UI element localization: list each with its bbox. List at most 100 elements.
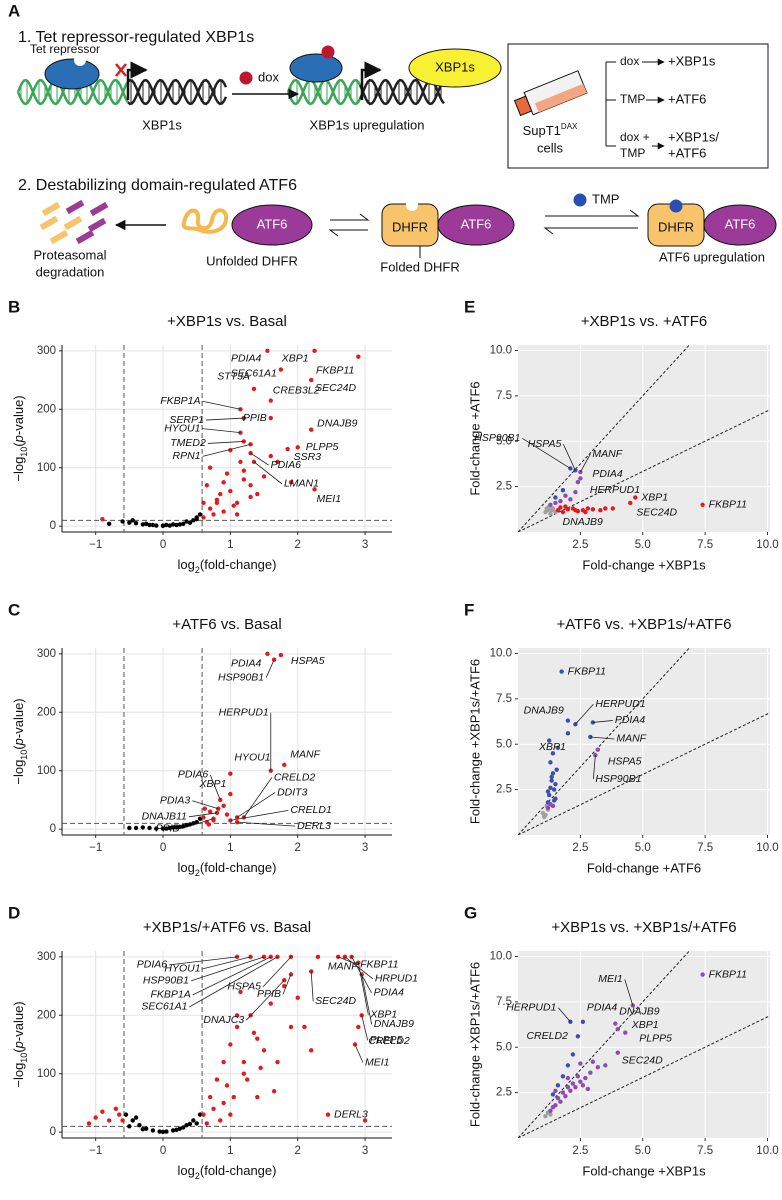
point-label: SEC24D xyxy=(315,382,356,394)
point xyxy=(218,1118,223,1123)
point-label: SSR3 xyxy=(294,451,322,463)
point xyxy=(553,1088,558,1093)
leader-line xyxy=(580,453,591,473)
point xyxy=(265,651,270,657)
point xyxy=(174,522,179,528)
point xyxy=(184,822,189,828)
point-label: SEC61A1 xyxy=(141,1001,187,1013)
leader-line xyxy=(558,1007,571,1023)
point xyxy=(325,1112,331,1117)
point xyxy=(255,1036,260,1041)
reference-line xyxy=(518,409,770,532)
point-label: DNAJB9 xyxy=(374,1018,414,1030)
point xyxy=(356,354,361,359)
point xyxy=(548,511,553,517)
point xyxy=(177,824,183,830)
label: XBP1s xyxy=(435,59,475,74)
y-tick-label: 300 xyxy=(37,345,56,357)
point xyxy=(207,1094,213,1100)
point xyxy=(315,954,321,960)
axis-title: log2(fold-change) xyxy=(178,860,277,878)
axis-title-part: -value) xyxy=(11,1001,26,1041)
point xyxy=(590,507,596,512)
point-label: XBP1 xyxy=(369,1008,397,1020)
point-label: HSP90B1 xyxy=(595,773,641,785)
point-label: DERL3 xyxy=(297,820,331,832)
point xyxy=(140,522,146,527)
dna-strand xyxy=(16,78,130,106)
point xyxy=(613,1021,618,1026)
cap xyxy=(513,95,533,117)
point xyxy=(548,1112,553,1117)
point xyxy=(550,751,556,756)
point xyxy=(555,1083,561,1088)
leader-line xyxy=(245,979,285,1021)
point-label: PDIA4 xyxy=(592,468,623,480)
point xyxy=(565,1063,571,1068)
point-label: HRPUD1 xyxy=(375,973,418,985)
point-label: PDIA3 xyxy=(160,794,191,806)
dox-molecule xyxy=(239,71,253,85)
point xyxy=(565,718,571,723)
point xyxy=(563,504,568,509)
point xyxy=(133,521,139,526)
point xyxy=(143,521,149,527)
point-label: MEI1 xyxy=(317,493,342,505)
point xyxy=(573,1084,578,1090)
point xyxy=(133,825,139,831)
point-label: SEC24D xyxy=(315,995,356,1007)
panel-label: A xyxy=(8,1,20,20)
y-tick-label: 200 xyxy=(37,706,56,718)
label: dox + xyxy=(620,130,650,144)
point xyxy=(585,1086,591,1092)
point xyxy=(560,509,566,515)
leader-line xyxy=(202,400,241,410)
point xyxy=(157,1129,162,1134)
point xyxy=(285,446,290,452)
point-label: CRELD1 xyxy=(290,804,331,816)
label: degradation xyxy=(36,264,105,279)
point xyxy=(560,1090,566,1095)
leader-line xyxy=(236,792,276,818)
point xyxy=(550,771,556,776)
axis-title: log2(fold-change) xyxy=(178,557,277,575)
label: Tet repressor xyxy=(30,42,100,56)
point xyxy=(261,1048,267,1053)
point xyxy=(174,1127,179,1133)
point xyxy=(221,803,226,808)
point-label: PPIB xyxy=(243,412,267,424)
point-label: FKBP1A xyxy=(150,989,190,1001)
unfolded-dhfr xyxy=(181,208,229,234)
point xyxy=(558,505,563,510)
point xyxy=(164,1129,169,1134)
point xyxy=(549,774,554,780)
point xyxy=(568,497,573,502)
point xyxy=(288,1024,294,1030)
y-tick-label: 0 xyxy=(50,1126,56,1138)
leader-line xyxy=(522,438,571,469)
point-label: DDIT3 xyxy=(277,786,307,798)
point xyxy=(312,487,317,492)
y-tick-label: 200 xyxy=(37,403,56,415)
point xyxy=(218,491,223,497)
point xyxy=(160,523,166,528)
axis-title-part: −log xyxy=(11,1063,26,1088)
point xyxy=(271,1089,277,1094)
x-tick-label: 1 xyxy=(227,842,233,854)
axis-title-part: 10 xyxy=(19,1053,29,1063)
point xyxy=(553,495,558,500)
point-label: CRELD2 xyxy=(368,1035,410,1047)
x-tick-label: 10.0 xyxy=(756,1145,778,1157)
point-label: CRELD2 xyxy=(274,771,316,783)
point xyxy=(221,1059,226,1065)
axis-title-part: log xyxy=(178,557,195,572)
chart: D +XBP1s/+ATF6 vs. Basal −1 0 1 2 3 0 100 200 300 P… xyxy=(8,903,418,1181)
leader-line xyxy=(188,812,217,818)
point xyxy=(555,1095,561,1101)
axis-title-part: -value) xyxy=(11,698,26,738)
point xyxy=(633,495,638,500)
point xyxy=(194,1121,199,1126)
cell-superscript: DAX xyxy=(561,122,578,131)
